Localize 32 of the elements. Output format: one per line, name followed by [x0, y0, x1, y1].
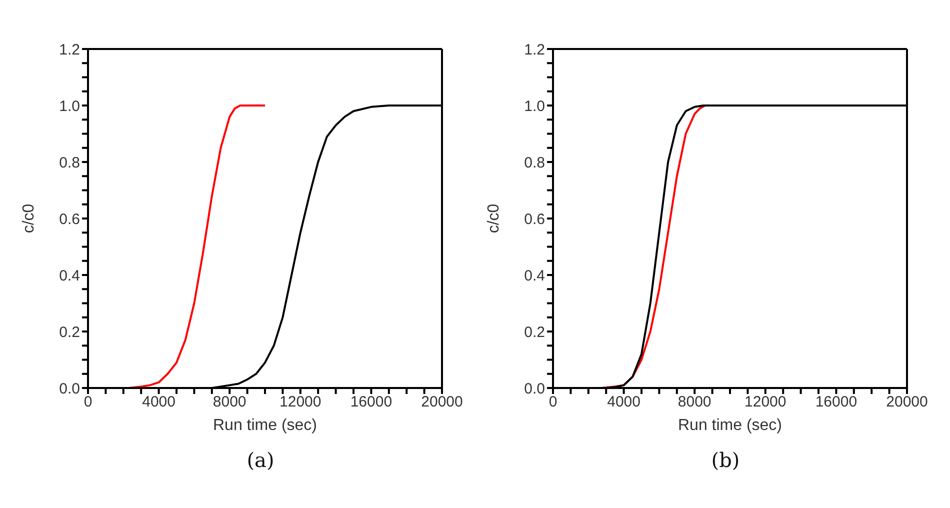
x-tick-label: 0	[84, 394, 92, 411]
y-axis-title: c/c0	[486, 204, 503, 234]
y-tick-label: 0.8	[59, 154, 80, 172]
x-axis-title: Run time (sec)	[678, 417, 782, 434]
y-tick-label: 0.4	[59, 267, 80, 284]
y-tick-label: 0.0	[59, 380, 80, 398]
y-tick-label: 0.8	[524, 154, 545, 172]
x-tick-label: 0	[548, 394, 558, 411]
y-axis-title: c/c0	[20, 204, 38, 234]
x-axis-title: Run time (sec)	[212, 417, 318, 434]
x-tick-label: 8000	[212, 394, 246, 411]
y-tick-label: 1.0	[59, 98, 80, 115]
y-tick-label: 0.4	[524, 267, 545, 284]
y-tick-label: 0.2	[59, 324, 80, 341]
x-tick-label: 4000	[142, 394, 176, 411]
x-tick-label: 20000	[886, 394, 928, 411]
text: (a)	[246, 448, 276, 472]
y-tick-label: 0.6	[59, 210, 80, 228]
y-tick-label: 1.0	[524, 98, 545, 115]
x-tick-label: 16000	[350, 394, 392, 411]
x-tick-label: 4000	[607, 394, 640, 411]
x-tick-label: 12000	[280, 394, 322, 411]
x-tick-label: 12000	[744, 394, 786, 411]
y-tick-label: 0.6	[524, 210, 545, 228]
text: (b)	[710, 448, 741, 472]
y-tick-label: 1.2	[59, 41, 80, 58]
x-tick-label: 16000	[815, 394, 858, 411]
x-tick-label: 20000	[421, 394, 463, 411]
y-tick-label: 1.2	[524, 41, 545, 58]
y-tick-label: 0.2	[524, 324, 545, 341]
y-tick-label: 0.0	[524, 380, 545, 398]
x-tick-label: 8000	[678, 394, 712, 411]
